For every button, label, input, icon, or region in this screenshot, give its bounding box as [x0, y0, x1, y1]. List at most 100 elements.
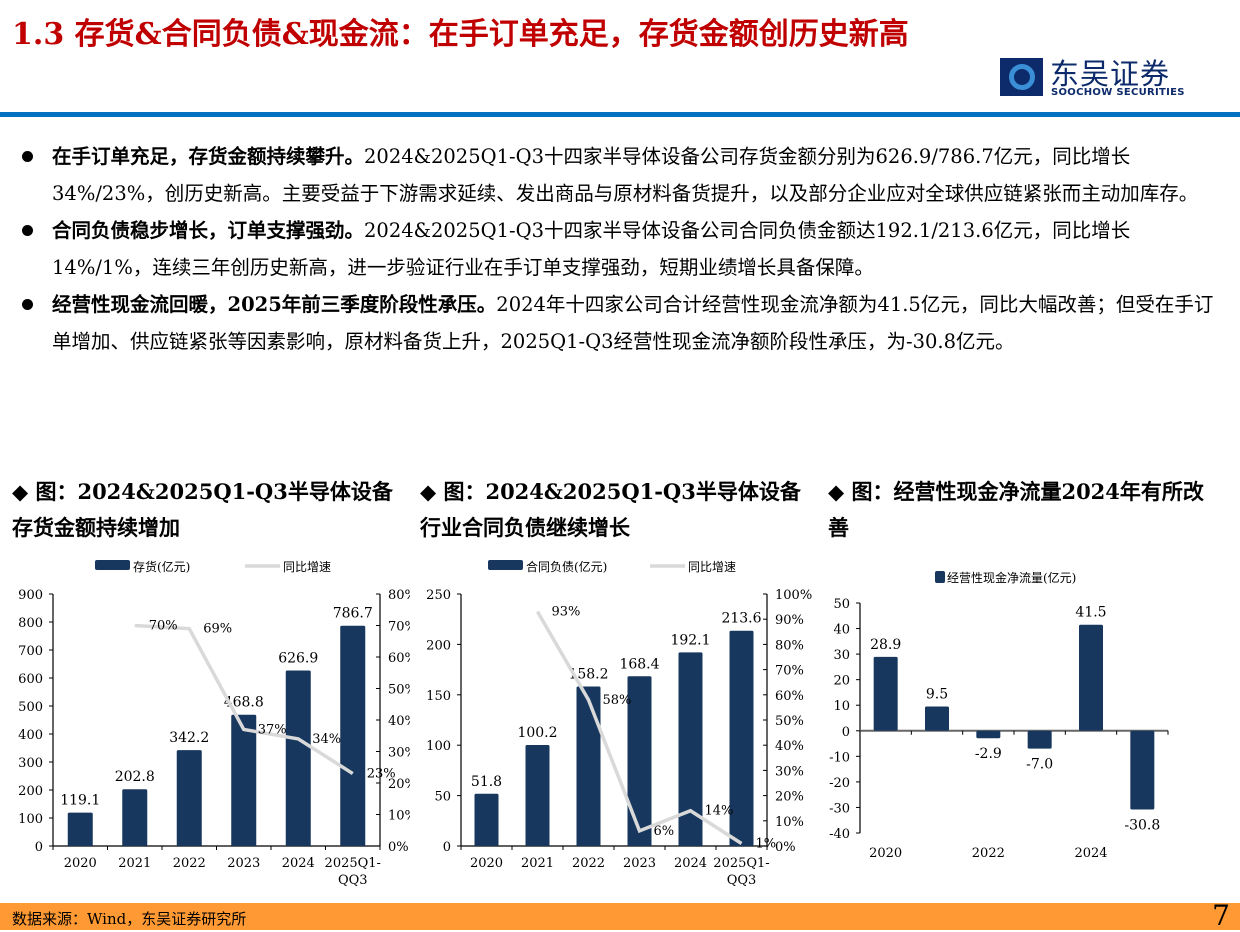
bar-data-label: 28.9: [870, 637, 901, 653]
bullet-dot-icon: [22, 151, 33, 162]
y-tick-label: 250: [426, 588, 451, 603]
y-tick-label: 40: [833, 623, 850, 638]
y-tick-label: 600: [18, 672, 43, 687]
bar-data-label: -7.0: [1026, 757, 1053, 773]
x-tick-label: 2022: [173, 856, 206, 871]
bullet-lead: 在手订单充足，存货金额持续攀升。: [52, 145, 365, 168]
y2-tick-label: 60%: [388, 651, 410, 666]
y-tick-label: 500: [18, 700, 43, 715]
contract-liabilities-chart-svg: 0 50 100 150 200 250 2020 2021 2022 2023 2024 2025Q…: [426, 559, 812, 888]
x-tick-label: 2022: [972, 846, 1005, 861]
bullet-contract-liabilities: 合同负债稳步增长，订单支撑强劲。2024&2025Q1-Q3十四家半导体设备公司…: [18, 212, 1228, 286]
data-source: 数据来源：Wind，东吴证券研究所: [12, 910, 247, 928]
bar: [1079, 624, 1103, 731]
bar-data-label: 626.9: [278, 650, 318, 666]
y-tick-label: 100: [426, 739, 451, 754]
bar-data-label: 119.1: [60, 793, 100, 809]
inventory-chart-svg: 0 100 200 300 400 500 600 700 800 900 2020 2021 2022…: [18, 559, 417, 888]
y2-tick-label: 10%: [388, 809, 410, 824]
bar: [1130, 730, 1155, 810]
y2-tick-label: 50%: [388, 683, 410, 698]
line-data-label: 23%: [367, 767, 396, 782]
legend-bar-swatch: [935, 571, 945, 583]
y-tick-label: 150: [426, 689, 451, 704]
y-tick-label: 50: [833, 597, 850, 612]
bar-data-label: 168.4: [619, 656, 659, 672]
y-tick-label: -30: [829, 801, 850, 816]
legend-line-label: 同比增速: [283, 560, 331, 574]
y2-tick-label: 80%: [388, 588, 410, 603]
chart-title-contract-liabilities: ◆ 图：2024&2025Q1-Q3半导体设备行业合同负债继续增长: [420, 479, 801, 540]
line-data-label: 70%: [149, 619, 178, 634]
x-tick-label: 2024: [282, 856, 315, 871]
y-tick-label: 200: [18, 784, 43, 799]
bar: [474, 793, 499, 846]
x-tick-label: 2021: [521, 856, 554, 871]
x-tick-label: 2022: [572, 856, 605, 871]
y2-tick-label: 70%: [388, 620, 410, 635]
legend-bar-label: 合同负债(亿元): [526, 559, 607, 574]
legend-bar-label: 存货(亿元): [133, 559, 190, 574]
y-tick-label: 400: [18, 728, 43, 743]
bar: [1027, 730, 1052, 749]
bar: [340, 625, 366, 846]
bar: [231, 714, 257, 846]
soochow-logo: 东吴证券 SOOCHOW SECURITIES: [1000, 55, 1190, 100]
x-tick-label: 2023: [227, 856, 260, 871]
bar-data-label: 468.8: [224, 695, 264, 711]
x-tick-label: QQ3: [727, 873, 757, 888]
contract-liabilities-chart: 0 50 100 150 200 250 2020 2021 2022 2023 2024 2025Q…: [410, 540, 820, 900]
bullet-inventory: 在手订单充足，存货金额持续攀升。2024&2025Q1-Q3十四家半导体设备公司…: [18, 138, 1228, 212]
growth-line: [134, 623, 354, 776]
bar: [176, 750, 202, 846]
chart-title-cash-flow: ◆ 图：经营性现金净流量2024年有所改善: [828, 479, 1204, 540]
bullet-dot-icon: [22, 299, 33, 310]
x-tick-label: QQ3: [338, 873, 368, 888]
bullet-text: 2024&2025Q1-Q3十四家半导体设备公司合同负债金额达192.1/213…: [52, 219, 1131, 279]
y-tick-label: 900: [18, 588, 43, 603]
y-tick-label: 0: [443, 840, 451, 855]
y2-tick-label: 90%: [775, 613, 804, 628]
bar: [67, 812, 93, 846]
line-data-label: 14%: [705, 804, 734, 819]
y-tick-label: 30: [833, 648, 850, 663]
cash-flow-chart-svg: -40 -30 -20 -10 0 10 20 30 40 50 2020 2022 2024 28.9 9…: [829, 570, 1169, 861]
legend-bar-label: 经营性现金净流量(亿元): [947, 570, 1076, 585]
x-tick-label: 2024: [674, 856, 707, 871]
y-tick-label: 800: [18, 616, 43, 631]
bar-data-label: 158.2: [568, 667, 608, 683]
bar: [925, 706, 949, 731]
bullet-lead: 合同负债稳步增长，订单支撑强劲。: [52, 219, 365, 242]
y-tick-label: 0: [842, 725, 850, 740]
x-tick-label: 2020: [64, 856, 97, 871]
x-tick-label: 2020: [869, 846, 902, 861]
line-data-label: 34%: [312, 732, 341, 747]
legend-bar-swatch: [95, 560, 130, 570]
inventory-chart: 0 100 200 300 400 500 600 700 800 900 2020 2021 2022…: [0, 540, 417, 900]
bullet-lead: 经营性现金流回暖，2025年前三季度阶段性承压。: [52, 293, 497, 316]
x-tick-label: 2024: [1074, 846, 1107, 861]
y2-tick-label: 40%: [388, 714, 410, 729]
bar-data-label: -2.9: [975, 746, 1002, 762]
bullet-list: 在手订单充足，存货金额持续攀升。 2024&2025Q1-Q3十四家半导体设备公司…: [18, 138, 1228, 360]
bar: [627, 676, 652, 846]
legend-line-label: 同比增速: [688, 560, 736, 574]
y-tick-label: 0: [35, 840, 43, 855]
bar-data-label: 786.7: [333, 606, 373, 622]
y2-tick-label: 80%: [775, 638, 804, 653]
footer-bar: 数据来源：Wind，东吴证券研究所 7: [0, 899, 1240, 932]
line-data-label: 58%: [603, 693, 632, 708]
y2-tick-label: 70%: [775, 664, 804, 679]
y-tick-label: 200: [426, 638, 451, 653]
page-title: 1.3 存货&合同负债&现金流：在手订单充足，存货金额创历史新高: [12, 17, 909, 52]
y-tick-label: -40: [829, 827, 850, 842]
bar-data-label: 51.8: [471, 774, 502, 790]
x-tick-label: 2020: [470, 856, 503, 871]
bar-data-label: 9.5: [926, 687, 948, 703]
line-data-label: 93%: [552, 605, 581, 620]
bar: [122, 789, 148, 846]
bar-data-label: 192.1: [670, 632, 710, 648]
page-number: 7: [1212, 899, 1230, 932]
bar: [576, 686, 601, 846]
bar: [873, 656, 898, 731]
